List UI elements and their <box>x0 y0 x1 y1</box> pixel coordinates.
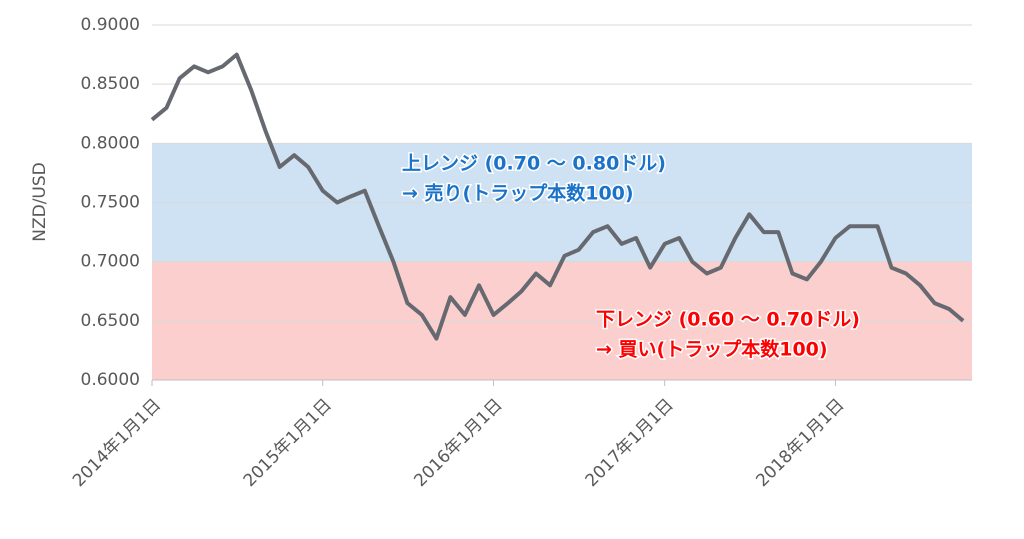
y-tick-label: 0.6000 <box>81 370 140 390</box>
band-annotation: → 売り(トラップ本数100) <box>402 182 634 205</box>
x-tick-label: 2014年1月1日 <box>69 395 165 491</box>
band-annotation: 下レンジ (0.60 ～ 0.70ドル) <box>596 309 860 331</box>
y-tick-label: 0.7500 <box>81 193 140 213</box>
y-tick-label: 0.8000 <box>81 133 140 153</box>
price-line <box>150 52 965 341</box>
x-tick-label: 2015年1月1日 <box>240 395 336 491</box>
band-annotation: 上レンジ (0.70 ～ 0.80ドル) <box>402 153 666 175</box>
x-tick-label: 2016年1月1日 <box>410 395 506 491</box>
y-axis-label: NZD/USD <box>30 162 50 242</box>
y-tick-label: 0.7000 <box>81 252 140 272</box>
band-annotation: → 買い(トラップ本数100) <box>596 338 828 361</box>
x-tick-label: 2018年1月1日 <box>752 395 848 491</box>
x-tick-label: 2017年1月1日 <box>582 395 678 491</box>
y-tick-label: 0.8500 <box>81 74 140 94</box>
y-tick-label: 0.9000 <box>81 15 140 35</box>
y-tick-label: 0.6500 <box>81 311 140 331</box>
